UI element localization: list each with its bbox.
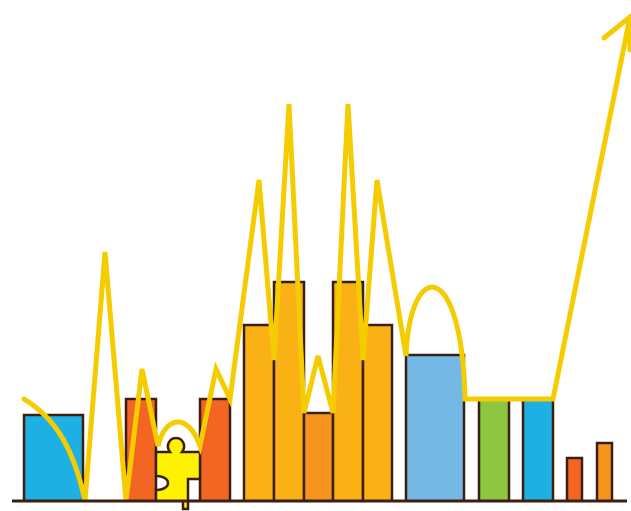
bar-small-orange <box>595 441 614 503</box>
bar-green <box>477 397 511 503</box>
bar-light-blue <box>404 353 466 503</box>
bar-orange-middle <box>302 411 335 503</box>
trend-arrow-icon <box>601 12 631 53</box>
bar-amber-4 <box>361 323 394 503</box>
bar-amber-1 <box>242 323 276 503</box>
puzzle-piece-icon <box>154 436 202 511</box>
trend-line <box>21 14 631 502</box>
bar-small-red <box>565 456 584 503</box>
bar-blue-right <box>521 397 555 503</box>
